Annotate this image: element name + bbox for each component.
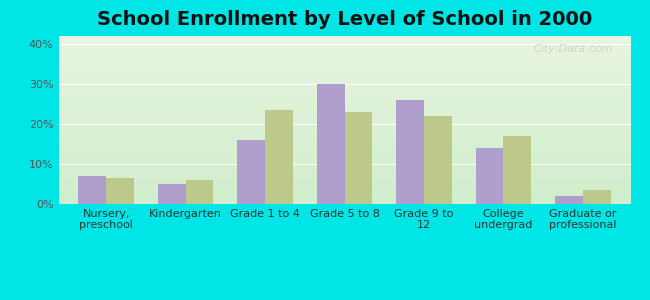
Bar [237,140,265,204]
Text: City-Data.com: City-Data.com [534,44,614,54]
Bar [583,190,610,204]
Bar [158,184,186,204]
Bar [106,178,134,204]
Bar [424,116,452,204]
Bar [555,196,583,204]
Bar [79,176,106,204]
Title: School Enrollment by Level of School in 2000: School Enrollment by Level of School in … [97,10,592,29]
Bar [344,112,372,204]
Bar [265,110,293,204]
Legend: Allons, TN, Tennessee: Allons, TN, Tennessee [247,298,442,300]
Bar [396,100,424,204]
Bar [503,136,531,204]
Bar [317,84,345,204]
Bar [186,180,213,204]
Bar [476,148,503,204]
